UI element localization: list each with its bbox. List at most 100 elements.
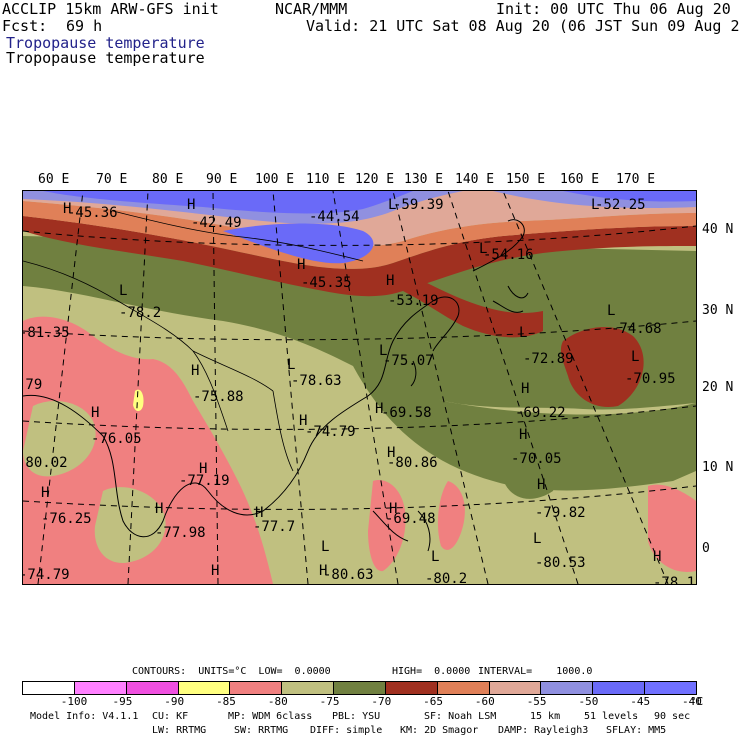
- contours-interval: INTERVAL= 1000.0: [478, 666, 593, 677]
- map-value-label: -79: [23, 377, 42, 393]
- model-res: 15 km: [530, 711, 561, 722]
- init-time: Init: 00 UTC Thu 06 Aug 20: [496, 0, 731, 18]
- lon-label: 150 E: [506, 172, 546, 187]
- colorbar-swatch: [74, 682, 127, 694]
- colorbar-tick-label: -100: [60, 695, 88, 708]
- high-marker: H: [386, 273, 394, 289]
- colorbar-tick-label: -55: [526, 695, 547, 708]
- high-marker: H: [211, 563, 219, 579]
- colorbar-swatch: [126, 682, 179, 694]
- map-value-label: -74.79: [23, 567, 70, 583]
- map-value-label: -69.48: [385, 511, 436, 527]
- colorbar-swatch: [437, 682, 490, 694]
- model-sw: SW: RRTMG: [234, 725, 289, 736]
- colorbar-swatch: [489, 682, 542, 694]
- low-marker: L: [431, 549, 439, 565]
- lat-label: 20 N: [702, 380, 734, 395]
- colorbar-tick-label: -70: [371, 695, 392, 708]
- model-cu: CU: KF: [152, 711, 189, 722]
- high-marker: H: [521, 381, 529, 397]
- band-pink: [23, 316, 273, 584]
- high-marker: H: [319, 563, 327, 579]
- map-value-label: -78.63: [291, 373, 342, 389]
- colorbar-swatch: [645, 682, 696, 694]
- low-marker: L: [321, 539, 329, 555]
- map-value-label: -80.02: [23, 455, 68, 471]
- lat-label: 0: [702, 541, 710, 556]
- low-marker: L: [533, 531, 541, 547]
- colorbar-swatch: [541, 682, 594, 694]
- map-value-label: -77.19: [179, 473, 230, 489]
- high-marker: H: [255, 505, 263, 521]
- model-sf: SF: Noah LSM: [424, 711, 497, 722]
- lat-label: 40 N: [702, 222, 734, 237]
- map-value-label: -81.35: [23, 325, 70, 341]
- model-title: ACCLIP 15km ARW-GFS init: [2, 0, 219, 18]
- colorbar-tick-label: -60: [474, 695, 495, 708]
- colorbar-unit: °C: [690, 695, 704, 708]
- field-subtitle: Tropopause temperature: [6, 49, 205, 67]
- high-marker: H: [387, 445, 395, 461]
- model-pbl: PBL: YSU: [332, 711, 381, 722]
- lon-label: 80 E: [152, 172, 184, 187]
- model-dt: 90 sec: [654, 711, 691, 722]
- colorbar-tick-label: -50: [578, 695, 599, 708]
- colorbar-swatch: [282, 682, 335, 694]
- low-marker: L: [631, 349, 639, 365]
- map-value-label: -76.25: [41, 511, 92, 527]
- band-darkred: [23, 216, 696, 297]
- lon-label: 60 E: [38, 172, 70, 187]
- high-marker: H: [519, 427, 527, 443]
- high-marker: H: [299, 413, 307, 429]
- colorbar-tick-label: -45: [630, 695, 651, 708]
- lon-label: 70 E: [96, 172, 128, 187]
- map-value-label: -42.49: [191, 215, 242, 231]
- map-value-label: -78.2: [119, 305, 161, 321]
- low-marker: L: [607, 303, 615, 319]
- map-value-label: -52.25: [595, 197, 646, 213]
- tropopause-temperature-map: H -45.36 H -42.49 -44.54 L -59.39 L -52.25 H -45.3…: [22, 190, 697, 585]
- low-marker: L: [591, 197, 599, 213]
- colorbar-swatch: [334, 682, 386, 694]
- valid-time: Valid: 21 UTC Sat 08 Aug 20 (06 JST Sun …: [306, 17, 740, 35]
- high-marker: H: [375, 401, 383, 417]
- low-marker: L: [379, 343, 387, 359]
- contours-units: CONTOURS: UNITS=°C LOW= 0.0000: [132, 666, 331, 677]
- colorbar-tick-label: -40: [682, 695, 702, 708]
- lon-label: 160 E: [560, 172, 600, 187]
- lat-label: 30 N: [702, 303, 734, 318]
- colorbar-tick-label: -95: [112, 695, 133, 708]
- high-marker: H: [191, 363, 199, 379]
- model-version: Model Info: V4.1.1: [30, 711, 139, 722]
- colorbar-tick-label: -65: [423, 695, 444, 708]
- band-blue: [43, 191, 413, 214]
- high-marker: H: [63, 201, 71, 217]
- map-value-label: -76.05: [91, 431, 142, 447]
- high-marker: H: [537, 477, 545, 493]
- map-value-label: -45.36: [67, 205, 118, 221]
- forecast-label: Fcst:: [2, 17, 48, 35]
- high-marker: H: [155, 501, 163, 517]
- colorbar-tick-label: -90: [164, 695, 185, 708]
- map-value-label: -44.54: [309, 209, 360, 225]
- org-label: NCAR/MMM: [275, 0, 348, 18]
- high-marker: H: [187, 197, 195, 213]
- field-title: Tropopause temperature: [6, 34, 205, 52]
- lon-label: 170 E: [616, 172, 656, 187]
- low-marker: L: [287, 357, 295, 373]
- map-value-label: -53.19: [388, 293, 439, 309]
- colorbar-swatch: [178, 682, 231, 694]
- map-value-label: -70.05: [511, 451, 562, 467]
- colorbar-tick-label: -85: [216, 695, 236, 708]
- high-marker: H: [297, 257, 305, 273]
- forecast-hour: 69 h: [66, 17, 103, 35]
- colorbar-tick-label: -75: [319, 695, 340, 708]
- map-value-label: -69.58: [381, 405, 432, 421]
- lon-label: 130 E: [404, 172, 444, 187]
- high-marker: H: [41, 485, 49, 501]
- high-marker: H: [199, 461, 207, 477]
- high-marker: H: [91, 405, 99, 421]
- map-value-label: -75.07: [383, 353, 434, 369]
- colorbar-tick-label: -80: [267, 695, 288, 708]
- low-marker: L: [388, 197, 396, 213]
